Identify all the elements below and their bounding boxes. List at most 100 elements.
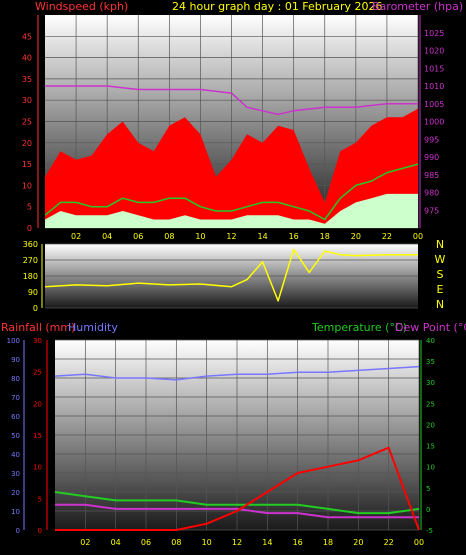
wind-axis-tick-label: 45 [22, 32, 32, 41]
wind-x-tick-label: 18 [320, 232, 330, 241]
gust-area [45, 108, 418, 228]
temp-x-tick-label: 20 [353, 538, 363, 547]
rain-axis-tick-label: 5 [38, 495, 42, 503]
dir-axis-tick-label: 0 [33, 304, 38, 313]
wind-x-tick-label: 08 [164, 232, 174, 241]
temp-x-tick-label: 12 [232, 538, 242, 547]
wind-x-tick-label: 00 [413, 232, 423, 241]
humidity-axis-tick-label: 90 [11, 356, 20, 364]
temperature-legend: Temperature (°C) [311, 321, 407, 334]
wind-x-tick-label: 20 [351, 232, 361, 241]
baro-axis-tick-label: 1000 [424, 118, 444, 127]
humidity-line [54, 365, 420, 381]
wind-x-tick-label: 22 [382, 232, 392, 241]
dir-axis-tick-label: 180 [23, 272, 38, 281]
baro-axis-tick-label: 1020 [424, 47, 444, 56]
temp-x-tick-label: 10 [202, 538, 212, 547]
temp-x-tick-label: 18 [323, 538, 333, 547]
rainfall-legend: Rainfall (mm) [1, 321, 75, 334]
temp-axis-tick-label: 5 [426, 485, 430, 493]
baro-axis-tick-label: 1015 [424, 64, 444, 73]
wind-x-tick-label: 10 [195, 232, 205, 241]
temp-x-tick-label: 22 [384, 538, 394, 547]
wind-x-tick-label: 06 [133, 232, 143, 241]
graph-title: 24 hour graph day : 01 February 2026 [172, 0, 383, 13]
humidity-axis-tick-label: 60 [11, 413, 20, 421]
barometer-title: Barometer (hpa) [372, 0, 463, 13]
temp-x-tick-label: 00 [414, 538, 424, 547]
temp-axis-tick-label: 25 [426, 400, 435, 408]
dir-axis-tick-label: 360 [23, 240, 38, 249]
wind-direction-line [44, 248, 418, 302]
dir-compass-label: S [437, 268, 444, 281]
rain-axis-tick-label: 30 [33, 337, 42, 345]
temp-x-tick-label: 02 [80, 538, 90, 547]
wind-axis-tick-label: 40 [22, 54, 32, 63]
wind-x-tick-label: 02 [71, 232, 81, 241]
temp-axis-tick-label: 40 [426, 337, 435, 345]
dewpoint-legend: Dew Point (°C) [395, 321, 466, 334]
temp-axis-tick-label: -5 [426, 527, 433, 535]
temp-x-tick-label: 08 [171, 538, 181, 547]
humidity-axis-tick-label: 100 [7, 337, 20, 345]
wind-x-tick-label: 16 [289, 232, 299, 241]
humidity-axis-tick-label: 50 [11, 432, 20, 440]
rain-axis-tick-label: 15 [33, 432, 42, 440]
temp-axis-tick-label: 30 [426, 379, 435, 387]
baro-axis-tick-label: 1010 [424, 82, 444, 91]
humidity-axis-tick-label: 0 [16, 527, 20, 535]
wind-axis-tick-label: 15 [22, 160, 32, 169]
dir-compass-label: N [436, 298, 444, 311]
windspeed-title: Windspeed (kph) [35, 0, 128, 13]
temp-axis-tick-label: 20 [426, 421, 435, 429]
avg-speed-line [44, 163, 419, 221]
temp-axis-tick-label: 15 [426, 443, 435, 451]
temperature-line [54, 491, 420, 515]
temp-axis-tick-label: 10 [426, 464, 435, 472]
wind-axis-tick-label: 35 [22, 75, 32, 84]
humidity-axis-tick-label: 20 [11, 489, 20, 497]
rainfall-line [55, 446, 420, 531]
temp-axis-tick-label: 0 [426, 506, 430, 514]
rain-axis-tick-label: 20 [33, 400, 42, 408]
wind-axis-tick-label: 0 [27, 224, 32, 233]
humidity-axis-tick-label: 70 [11, 394, 20, 402]
rain-axis-tick-label: 25 [33, 369, 42, 377]
temp-x-tick-label: 14 [262, 538, 272, 547]
wind-x-tick-label: 12 [226, 232, 236, 241]
humidity-axis-tick-label: 40 [11, 451, 20, 459]
humidity-axis-tick-label: 30 [11, 470, 20, 478]
temp-axis-tick-label: 35 [426, 358, 435, 366]
temp-x-tick-label: 16 [293, 538, 303, 547]
dir-compass-label: N [436, 238, 444, 251]
humidity-axis-tick-label: 10 [11, 508, 20, 516]
dir-compass-label: W [435, 253, 446, 266]
wind-x-tick-label: 04 [102, 232, 112, 241]
light-area [45, 193, 418, 228]
baro-axis-tick-label: 985 [424, 171, 439, 180]
rain-axis-tick-label: 0 [38, 527, 42, 535]
dewpoint-line [55, 503, 419, 519]
wind-axis-tick-label: 25 [22, 118, 32, 127]
baro-axis-tick-label: 1025 [424, 29, 444, 38]
humidity-legend: Humidity [68, 321, 118, 334]
baro-axis-tick-label: 995 [424, 135, 439, 144]
barometer-line [45, 85, 418, 116]
temp-x-tick-label: 06 [141, 538, 151, 547]
baro-axis-tick-label: 980 [424, 189, 439, 198]
wind-axis-tick-label: 5 [27, 203, 32, 212]
baro-axis-tick-label: 1005 [424, 100, 444, 109]
wind-x-tick-label: 14 [257, 232, 267, 241]
rain-axis-tick-label: 10 [33, 464, 42, 472]
wind-axis-tick-label: 10 [22, 181, 32, 190]
baro-axis-tick-label: 990 [424, 153, 439, 162]
dir-compass-label: E [437, 283, 444, 296]
humidity-axis-tick-label: 80 [11, 375, 20, 383]
wind-axis-tick-label: 30 [22, 96, 32, 105]
dir-axis-tick-label: 270 [23, 256, 38, 265]
wind-axis-tick-label: 20 [22, 139, 32, 148]
baro-axis-tick-label: 975 [424, 206, 439, 215]
temp-x-tick-label: 04 [111, 538, 121, 547]
dir-axis-tick-label: 90 [28, 288, 38, 297]
